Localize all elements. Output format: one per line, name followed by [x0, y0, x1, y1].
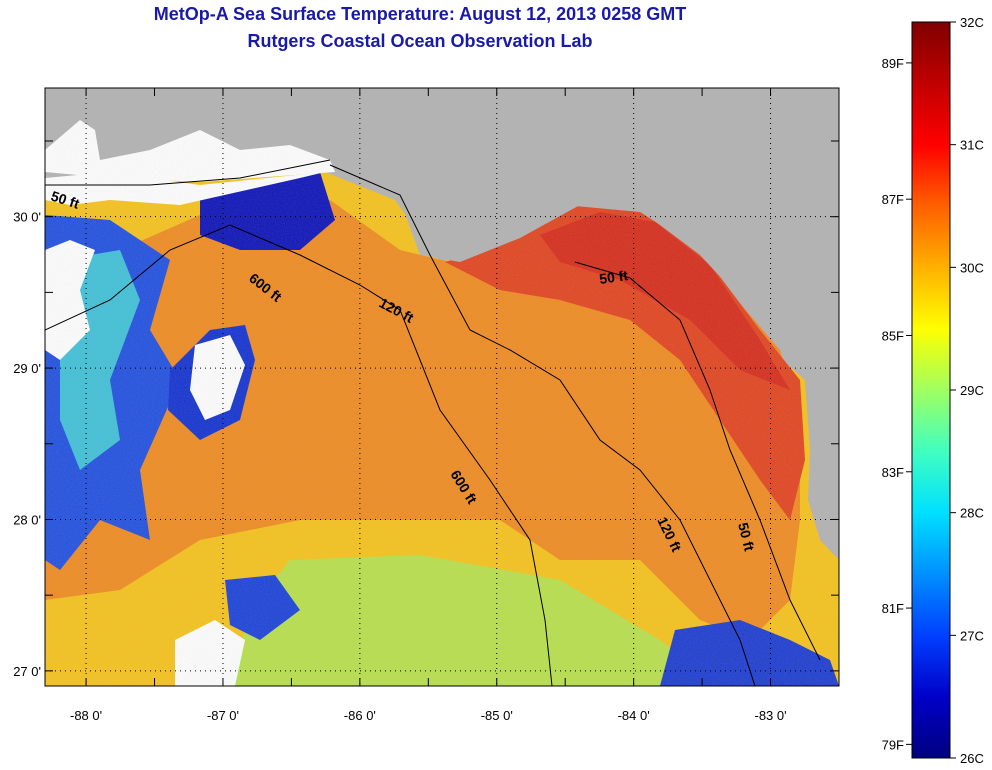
colorbar [911, 21, 951, 759]
lat-tick-label: 27 0' [13, 664, 41, 679]
lon-tick-label: -86 0' [344, 708, 376, 723]
axis-ticks: -88 0' -87 0' -86 0' -85 0' -84 0' -83 0' 30 0… [13, 88, 840, 723]
colorbar-label-f: 79F [882, 737, 904, 752]
colorbar-label-f: 89F [882, 56, 904, 71]
lon-tick-label: -87 0' [207, 708, 239, 723]
colorbar-label-c: 26C [960, 751, 984, 766]
contour-600ft [45, 224, 553, 686]
colorbar-label-c: 31C [960, 138, 984, 153]
colorbar-label-f: 87F [882, 192, 904, 207]
data-texture [45, 88, 839, 686]
colorbar-labels: 32C 31C 30C 29C 28C 27C 26C 89F 87F 85F 83F 81F 79F [882, 15, 984, 766]
colorbar-label-c: 32C [960, 15, 984, 30]
lon-tick-label: -83 0' [754, 708, 786, 723]
colorbar-label-f: 85F [882, 328, 904, 343]
map-panel: 50 ft 600 ft 120 ft 50 ft 600 ft 120 ft … [45, 88, 839, 686]
map-title: MetOp-A Sea Surface Temperature: August … [153, 4, 687, 24]
contour-label: 50 ft [598, 267, 629, 287]
contour-50ft [45, 159, 821, 661]
colorbar-label-c: 29C [960, 383, 984, 398]
contour-120ft [329, 164, 756, 686]
lat-tick-label: 29 0' [13, 361, 41, 376]
contour-label: 50 ft [735, 521, 758, 553]
lat-tick-label: 30 0' [13, 210, 41, 225]
map-subtitle: Rutgers Coastal Ocean Observation Lab [247, 31, 593, 51]
lon-tick-label: -85 0' [481, 708, 513, 723]
colorbar-label-c: 27C [960, 628, 984, 643]
lon-tick-label: -88 0' [70, 708, 102, 723]
colorbar-label-f: 81F [882, 601, 904, 616]
colorbar-label-f: 83F [882, 465, 904, 480]
colorbar-label-c: 30C [960, 260, 984, 275]
lon-tick-label: -84 0' [618, 708, 650, 723]
map-frame [44, 87, 840, 687]
lat-tick-label: 28 0' [13, 512, 41, 527]
colorbar-label-c: 28C [960, 506, 984, 521]
